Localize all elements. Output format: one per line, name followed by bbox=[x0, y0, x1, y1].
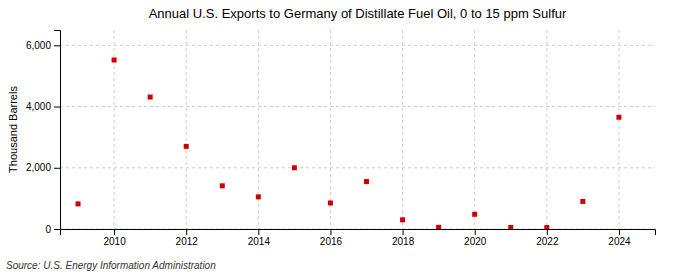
plot: 2010 2012 2014 2016 2018 2020 2022 2024 0 2,000 4,… bbox=[26, 30, 656, 247]
point bbox=[616, 115, 621, 120]
point bbox=[76, 201, 81, 206]
x-axis-tick-mark bbox=[403, 229, 404, 235]
point bbox=[184, 144, 189, 149]
grid-line bbox=[474, 30, 475, 229]
x-axis-tick: 2024 bbox=[608, 229, 631, 247]
y-axis-line bbox=[54, 31, 61, 230]
x-axis-tick-mark bbox=[619, 229, 620, 235]
x-axis-tick-mark bbox=[475, 229, 476, 235]
y-axis: 0 2,000 4,000 6,000 bbox=[26, 31, 61, 235]
x-axis-tick-mark bbox=[547, 229, 548, 235]
x-axis-tick: 2010 bbox=[103, 229, 126, 247]
y-axis-title: Thousand Barrels bbox=[7, 86, 19, 173]
grid-line bbox=[618, 30, 619, 229]
y-axis-tick-label: 2,000 bbox=[26, 162, 51, 173]
x-axis-tick-mark bbox=[114, 229, 115, 235]
point bbox=[472, 212, 477, 217]
point bbox=[400, 217, 405, 222]
y-axis-tick-label: 0 bbox=[45, 224, 51, 235]
x-axis-tick-mark bbox=[186, 229, 187, 235]
y-axis-tick-mark bbox=[54, 45, 60, 46]
grid-line bbox=[330, 30, 331, 229]
x-axis-tick-label: 2022 bbox=[536, 236, 559, 247]
grid bbox=[60, 30, 655, 229]
y-axis-tick-label: 4,000 bbox=[26, 101, 51, 112]
x-axis-tick: 2020 bbox=[464, 229, 487, 247]
x-axis-tick-mark bbox=[330, 229, 331, 235]
x-axis-tick: 2016 bbox=[320, 229, 343, 247]
y-axis-tick: 2,000 bbox=[26, 162, 60, 173]
point bbox=[508, 225, 513, 229]
y-axis-tick: 6,000 bbox=[26, 40, 60, 51]
x-axis-tick-mark bbox=[258, 229, 259, 235]
x-axis-tick: 2022 bbox=[536, 229, 559, 247]
point bbox=[580, 199, 585, 204]
x-axis-tick: 2018 bbox=[392, 229, 415, 247]
y-axis-tick-mark bbox=[54, 107, 60, 108]
grid-line bbox=[60, 45, 655, 46]
title: Annual U.S. Exports to Germany of Distil… bbox=[149, 6, 567, 21]
point bbox=[436, 225, 441, 229]
x-axis: 2010 2012 2014 2016 2018 2020 2022 2024 bbox=[61, 229, 656, 247]
grid-line bbox=[60, 167, 655, 168]
grid-line bbox=[60, 106, 655, 107]
points bbox=[76, 58, 622, 229]
point bbox=[148, 95, 153, 100]
x-axis-tick-label: 2018 bbox=[392, 236, 415, 247]
x-axis-tick: 2012 bbox=[176, 229, 199, 247]
point bbox=[544, 225, 549, 229]
grid-line bbox=[546, 30, 547, 229]
x-axis-tick-label: 2012 bbox=[176, 236, 199, 247]
point bbox=[256, 194, 261, 199]
point bbox=[220, 183, 225, 188]
chart: 2010 2012 2014 2016 2018 2020 2022 2024 0 2,000 4,… bbox=[0, 0, 675, 275]
point bbox=[292, 165, 297, 170]
x-axis-tick-label: 2010 bbox=[103, 236, 126, 247]
grid-line bbox=[186, 30, 187, 229]
y-axis-tick-mark bbox=[54, 229, 60, 230]
point bbox=[112, 58, 117, 63]
grid-line bbox=[402, 30, 403, 229]
x-axis-tick-label: 2016 bbox=[320, 236, 343, 247]
x-axis-tick: 2014 bbox=[248, 229, 271, 247]
x-axis-tick-label: 2024 bbox=[608, 236, 631, 247]
point bbox=[364, 179, 369, 184]
y-axis-tick-mark bbox=[54, 168, 60, 169]
x-axis-tick-label: 2014 bbox=[248, 236, 271, 247]
point bbox=[328, 200, 333, 205]
y-axis-tick: 4,000 bbox=[26, 101, 60, 112]
x-axis-tick-label: 2020 bbox=[464, 236, 487, 247]
source: Source: U.S. Energy Information Administ… bbox=[6, 260, 216, 271]
y-axis-tick: 0 bbox=[45, 224, 60, 235]
x-axis-line bbox=[61, 230, 656, 236]
y-axis-tick-label: 6,000 bbox=[26, 40, 51, 51]
